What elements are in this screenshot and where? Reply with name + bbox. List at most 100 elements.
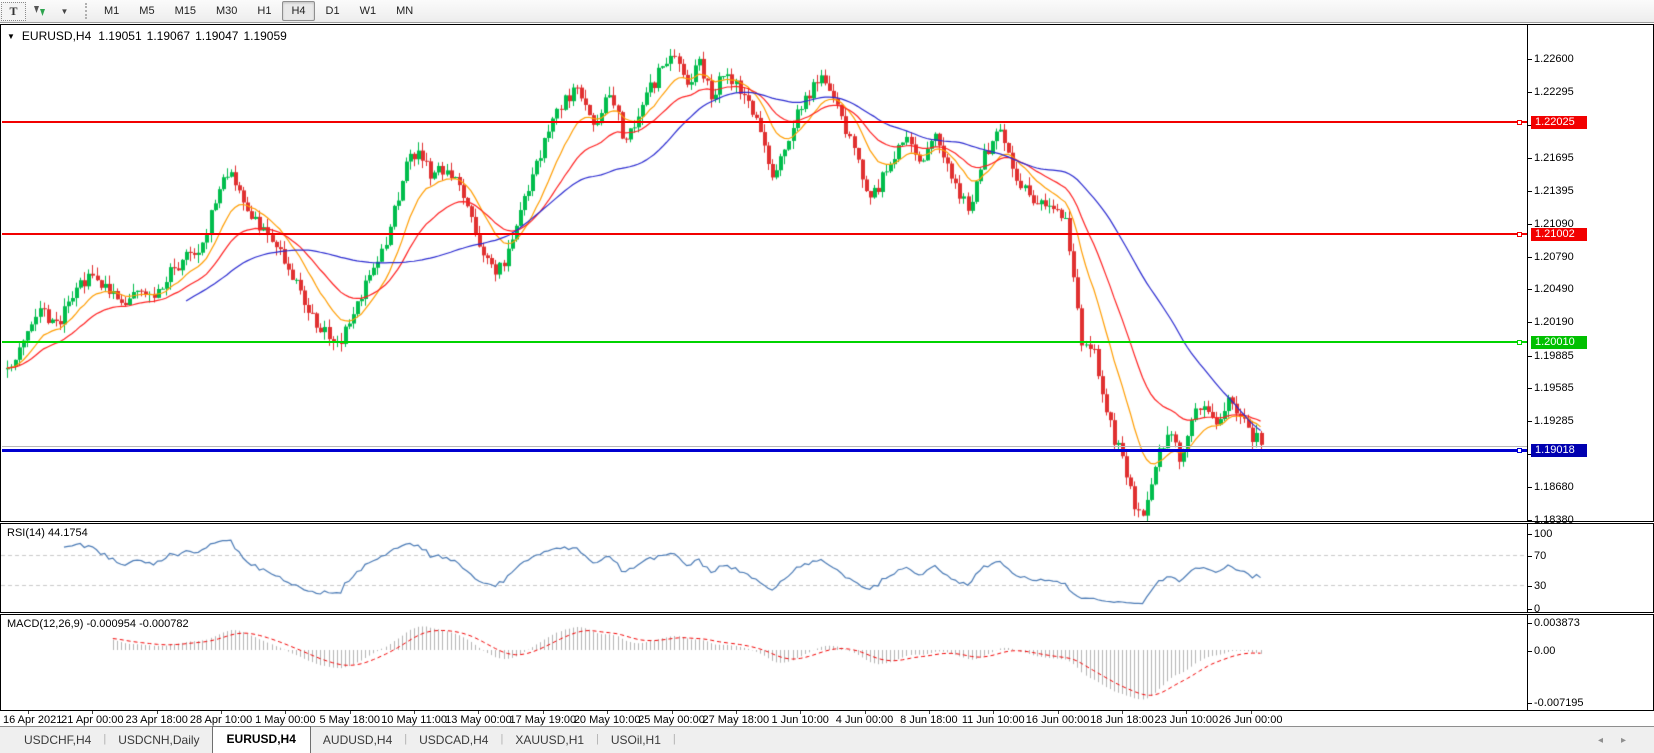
time-axis-label: 27 May 18:00: [702, 714, 770, 726]
time-axis-label: 16 Jun 00:00: [1025, 714, 1090, 726]
text-tool-button[interactable]: T: [1, 1, 26, 21]
chart-symbol: EURUSD,H4: [21, 29, 92, 43]
time-axis-label: 4 Jun 00:00: [835, 714, 894, 726]
chart-tab-audusd-h4[interactable]: AUDUSD,H4: [322, 733, 393, 747]
support-line-blue-price-tag: 1.19018: [1531, 444, 1587, 458]
timeframe-button-h1[interactable]: H1: [257, 5, 272, 17]
chart-tab-usoil-h1[interactable]: USOil,H1: [610, 733, 661, 747]
chart-tab-bar: USDCHF,H4 | USDCNH,Daily EURUSD,H4 AUDUSD,H4…: [0, 726, 1654, 753]
arrows-icon[interactable]: [28, 3, 51, 20]
top-toolbar: T ▼ M1 M5 M15 M30 H1 H4 D1 W1 MN: [0, 0, 1654, 23]
tab-scroll-right-icon[interactable]: ▸: [1620, 735, 1644, 746]
timeframe-button-m30[interactable]: M30: [215, 5, 238, 17]
rsi-label: RSI(14) 44.1754: [7, 527, 88, 539]
tab-separator: |: [500, 732, 504, 745]
support-line-blue-marker[interactable]: [1517, 448, 1522, 454]
tab-separator: |: [596, 732, 599, 745]
toolbar-grip[interactable]: [85, 3, 88, 19]
chart-tab-eurusd-h4[interactable]: EURUSD,H4: [211, 726, 311, 753]
resistance-line-upper-marker[interactable]: [1517, 119, 1522, 125]
chart-title-caret-icon[interactable]: ▼: [7, 31, 15, 41]
rsi-axis-label: 70: [1526, 550, 1547, 562]
price-axis-label: 1.20790: [1527, 250, 1574, 263]
resistance-line-upper[interactable]: [2, 120, 1527, 123]
tab-separator: |: [404, 732, 408, 745]
time-axis-label: 23 Jun 10:00: [1154, 714, 1219, 726]
time-axis-label: 21 Apr 00:00: [61, 714, 124, 726]
time-axis-tick: [735, 711, 737, 714]
time-axis-label: 1 Jun 10:00: [771, 714, 829, 726]
time-axis: 16 Apr 2021 21 Apr 00:00 23 Apr 18:00 28 Ap…: [0, 711, 1654, 726]
macd-axis-label: -0.007195: [1527, 697, 1584, 710]
price-axis-label: 1.19885: [1527, 349, 1574, 362]
support-line-green[interactable]: [2, 340, 1527, 343]
timeframe-button-mn[interactable]: MN: [396, 5, 414, 17]
time-axis-tick: [156, 711, 158, 714]
rsi-pane: RSI(14) 44.1754 100 70 30 0: [0, 523, 1654, 615]
time-axis-tick: [1186, 711, 1188, 714]
tabs-container: USDCHF,H4 | USDCNH,Daily EURUSD,H4 AUDUSD,H4…: [12, 726, 676, 753]
support-line-green-price-tag: 1.20010: [1531, 335, 1587, 349]
price-axis-label: 1.22600: [1527, 53, 1574, 65]
timeframe-button-w1[interactable]: W1: [359, 5, 377, 17]
chart-tab-usdcnh-daily[interactable]: USDCNH,Daily: [118, 733, 200, 747]
tab-scroll-left-icon[interactable]: ◂: [1597, 735, 1621, 746]
time-axis-label: 1 May 00:00: [255, 714, 316, 726]
time-axis-label: 26 Jun 00:00: [1218, 714, 1283, 726]
chart-tab-usdchf-h4[interactable]: USDCHF,H4: [24, 733, 92, 747]
rsi-axis-label: 0: [1526, 602, 1541, 615]
time-axis-tick: [478, 711, 480, 714]
time-axis-tick: [993, 711, 995, 714]
support-line-green-marker[interactable]: [1517, 339, 1522, 345]
time-axis-tick: [414, 711, 416, 714]
time-axis-label: 8 Jun 18:00: [900, 714, 958, 726]
time-axis-tick: [349, 711, 351, 714]
time-axis-tick: [92, 711, 94, 714]
time-axis-tick: [800, 711, 802, 714]
time-axis-label: 23 Apr 18:00: [125, 714, 188, 726]
price-axis-label: 1.21090: [1527, 217, 1574, 230]
time-axis-label: 25 May 00:00: [638, 714, 705, 726]
arrows-icon-glyph: [34, 6, 45, 16]
time-axis-tick: [285, 711, 287, 714]
rsi-axis-label: 100: [1526, 527, 1553, 540]
timeframe-button-h4[interactable]: H4: [282, 1, 315, 21]
arrows-dropdown-caret[interactable]: ▼: [60, 6, 69, 16]
time-axis-label: 10 May 11:00: [381, 714, 448, 726]
time-axis-tick: [1057, 711, 1059, 714]
timeframe-button-m5[interactable]: M5: [139, 5, 155, 17]
current-price-line: [2, 445, 1527, 447]
macd-label: MACD(12,26,9) -0.000954 -0.000782: [7, 618, 189, 630]
timeframe-button-m1[interactable]: M1: [104, 5, 120, 17]
ohlc-low: 1.19047: [195, 29, 239, 43]
time-axis-label: 5 May 18:00: [319, 714, 381, 726]
rsi-axis-divider: [1527, 524, 1528, 612]
price-chart-pane: ▼ EURUSD,H4 1.19051 1.19067 1.19047 1.19…: [0, 24, 1654, 526]
timeframe-button-d1[interactable]: D1: [325, 5, 340, 17]
price-axis-label: 1.21695: [1527, 151, 1574, 164]
ohlc-high: 1.19067: [146, 29, 191, 43]
price-axis-label: 1.19585: [1527, 382, 1574, 395]
rsi-canvas[interactable]: [1, 524, 1526, 612]
resistance-line-lower-marker[interactable]: [1517, 231, 1522, 237]
chart-tab-usdcad-h4[interactable]: USDCAD,H4: [419, 733, 489, 747]
time-axis-label: 20 May 10:00: [573, 714, 641, 726]
ohlc-open: 1.19051: [98, 29, 142, 43]
timeframe-button-m15[interactable]: M15: [174, 5, 196, 17]
ohlc-close: 1.19059: [243, 29, 287, 43]
time-axis-tick: [1250, 711, 1252, 714]
tab-scroll-arrows: ◂▸: [1598, 735, 1644, 746]
time-axis-tick: [607, 711, 609, 714]
time-axis-tick: [221, 711, 223, 714]
macd-axis-label: 0.003873: [1527, 616, 1580, 629]
time-axis-label: 18 Jun 18:00: [1090, 714, 1154, 726]
price-axis-label: 1.20490: [1527, 283, 1574, 296]
tab-separator: |: [103, 732, 107, 745]
macd-canvas[interactable]: [1, 615, 1526, 710]
support-line-blue[interactable]: [2, 449, 1527, 453]
time-axis-label: 11 Jun 10:00: [961, 714, 1025, 726]
chart-tab-xauusd-h1[interactable]: XAUUSD,H1: [515, 733, 585, 747]
price-chart-canvas[interactable]: [1, 25, 1526, 521]
resistance-line-lower[interactable]: [2, 232, 1527, 235]
time-axis-tick: [542, 711, 544, 714]
